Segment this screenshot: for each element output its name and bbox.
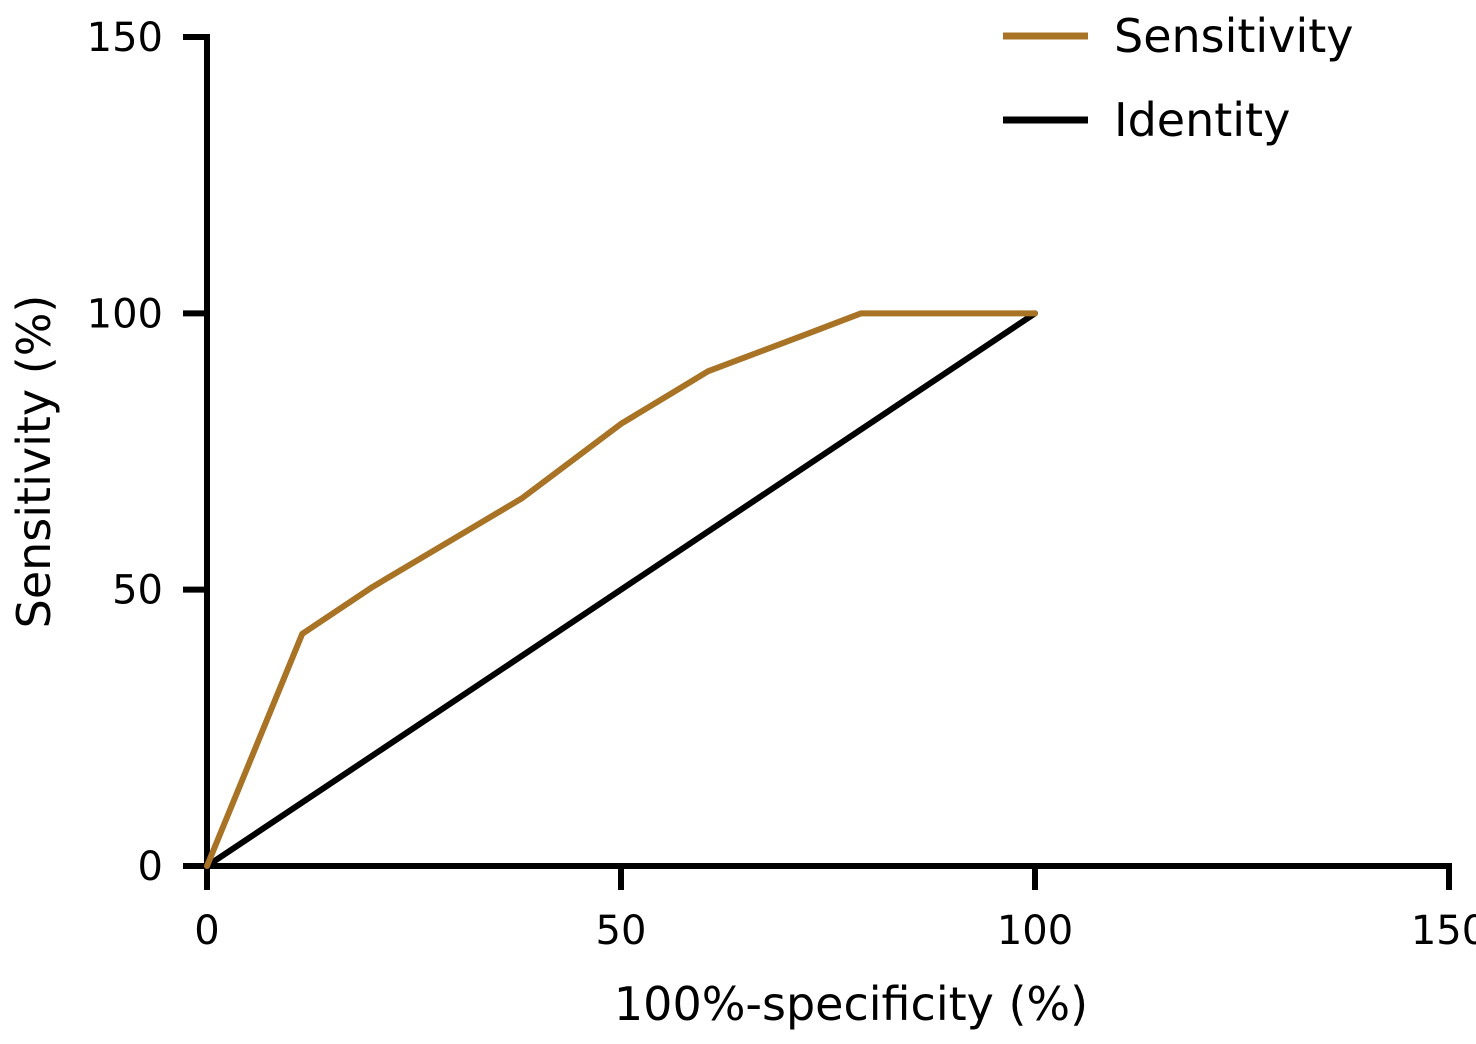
axes: 0 50 100 150 0 50 100 150	[87, 15, 1476, 954]
x-tick-label: 0	[194, 908, 219, 954]
x-tick-label: 100	[997, 908, 1073, 954]
legend-label-sensitivity: Sensitivity	[1114, 9, 1353, 63]
legend-label-identity: Identity	[1114, 93, 1290, 147]
y-axis-label: Sensitivity (%)	[7, 295, 61, 629]
x-tick-label: 150	[1411, 908, 1476, 954]
x-axis-label: 100%-specificity (%)	[614, 977, 1088, 1031]
legend: Sensitivity Identity	[1003, 9, 1353, 147]
series-line-sensitivity	[204, 310, 1038, 869]
x-tick-label: 50	[596, 908, 647, 954]
series-line-identity	[204, 310, 1038, 869]
y-tick-label: 50	[112, 568, 163, 614]
series-group	[204, 310, 1038, 869]
y-tick-label: 150	[87, 15, 163, 61]
y-tick-label: 100	[87, 291, 163, 337]
y-tick-label: 0	[138, 844, 163, 890]
